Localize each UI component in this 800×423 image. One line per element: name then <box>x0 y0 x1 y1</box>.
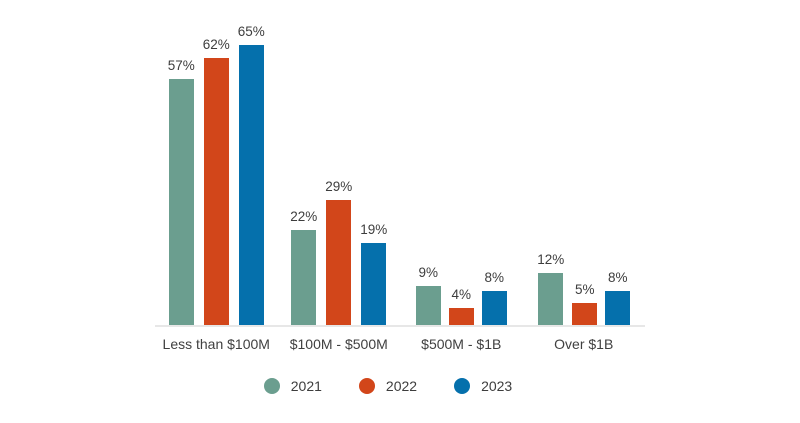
value-label: 4% <box>451 287 471 302</box>
legend-label: 2022 <box>385 378 418 394</box>
category-label: $500M - $1B <box>421 336 502 352</box>
value-label: 8% <box>484 270 504 285</box>
legend-dot-icon <box>263 378 280 394</box>
value-label: 19% <box>360 222 388 237</box>
category-label: Over $1B <box>554 336 614 352</box>
legend-item-2023: 2023 <box>454 378 512 394</box>
chart-area: 57% 62% 65% 22% 29% 19% 9% 4% 8% 12% 5% 8% Less tha… <box>155 24 646 352</box>
bar-2021 <box>415 286 441 325</box>
value-label: 29% <box>325 179 353 194</box>
bar-unit: 4% <box>448 287 474 325</box>
bar-2023 <box>605 291 631 325</box>
bar-2022 <box>326 200 352 325</box>
legend-dot-icon <box>454 378 471 394</box>
value-label: 12% <box>537 252 565 267</box>
legend-label: 2023 <box>481 378 513 394</box>
bar-2022 <box>572 303 598 325</box>
bar-2023 <box>481 291 507 325</box>
bar-group: 12% 5% 8% <box>523 45 646 325</box>
legend-label: 2021 <box>290 378 322 394</box>
bar-group: 57% 62% 65% <box>155 24 278 325</box>
value-label: 9% <box>418 265 438 280</box>
bar-2021 <box>168 79 194 325</box>
bar-unit: 29% <box>325 179 352 325</box>
bar-2021 <box>291 230 317 325</box>
legend-item-2022: 2022 <box>358 378 418 394</box>
bar-unit: 62% <box>203 37 230 325</box>
value-label: 62% <box>202 37 230 52</box>
bar-2023 <box>361 243 387 325</box>
bar-unit: 9% <box>415 265 441 325</box>
bar-unit: 65% <box>238 24 265 325</box>
value-label: 5% <box>575 282 595 297</box>
legend-item-2021: 2021 <box>263 378 322 394</box>
bar-unit: 5% <box>572 282 598 325</box>
category-label: Less than $100M <box>162 336 270 352</box>
bar-unit: 8% <box>481 270 507 325</box>
value-label: 22% <box>290 209 318 224</box>
bar-group: 22% 29% 19% <box>278 45 401 325</box>
value-label: 57% <box>167 58 195 73</box>
value-label: 65% <box>237 24 265 39</box>
legend: 2021 2022 2023 <box>0 378 788 394</box>
bar-unit: 57% <box>168 58 195 325</box>
bar-group: 9% 4% 8% <box>400 45 523 325</box>
bar-2023 <box>238 45 264 325</box>
category-labels: Less than $100M $100M - $500M $500M - $1B O… <box>155 336 645 352</box>
value-label: 8% <box>608 270 628 285</box>
bar-2022 <box>448 308 474 325</box>
category-label: $100M - $500M <box>289 336 388 352</box>
bar-unit: 12% <box>537 252 564 325</box>
bar-2022 <box>203 58 229 325</box>
plot-area: 57% 62% 65% 22% 29% 19% 9% 4% 8% 12% 5% 8% <box>155 24 646 327</box>
bar-unit: 19% <box>360 222 387 325</box>
bar-unit: 22% <box>290 209 317 325</box>
bar-unit: 8% <box>605 270 631 325</box>
legend-dot-icon <box>358 378 375 394</box>
bar-2021 <box>538 273 564 325</box>
